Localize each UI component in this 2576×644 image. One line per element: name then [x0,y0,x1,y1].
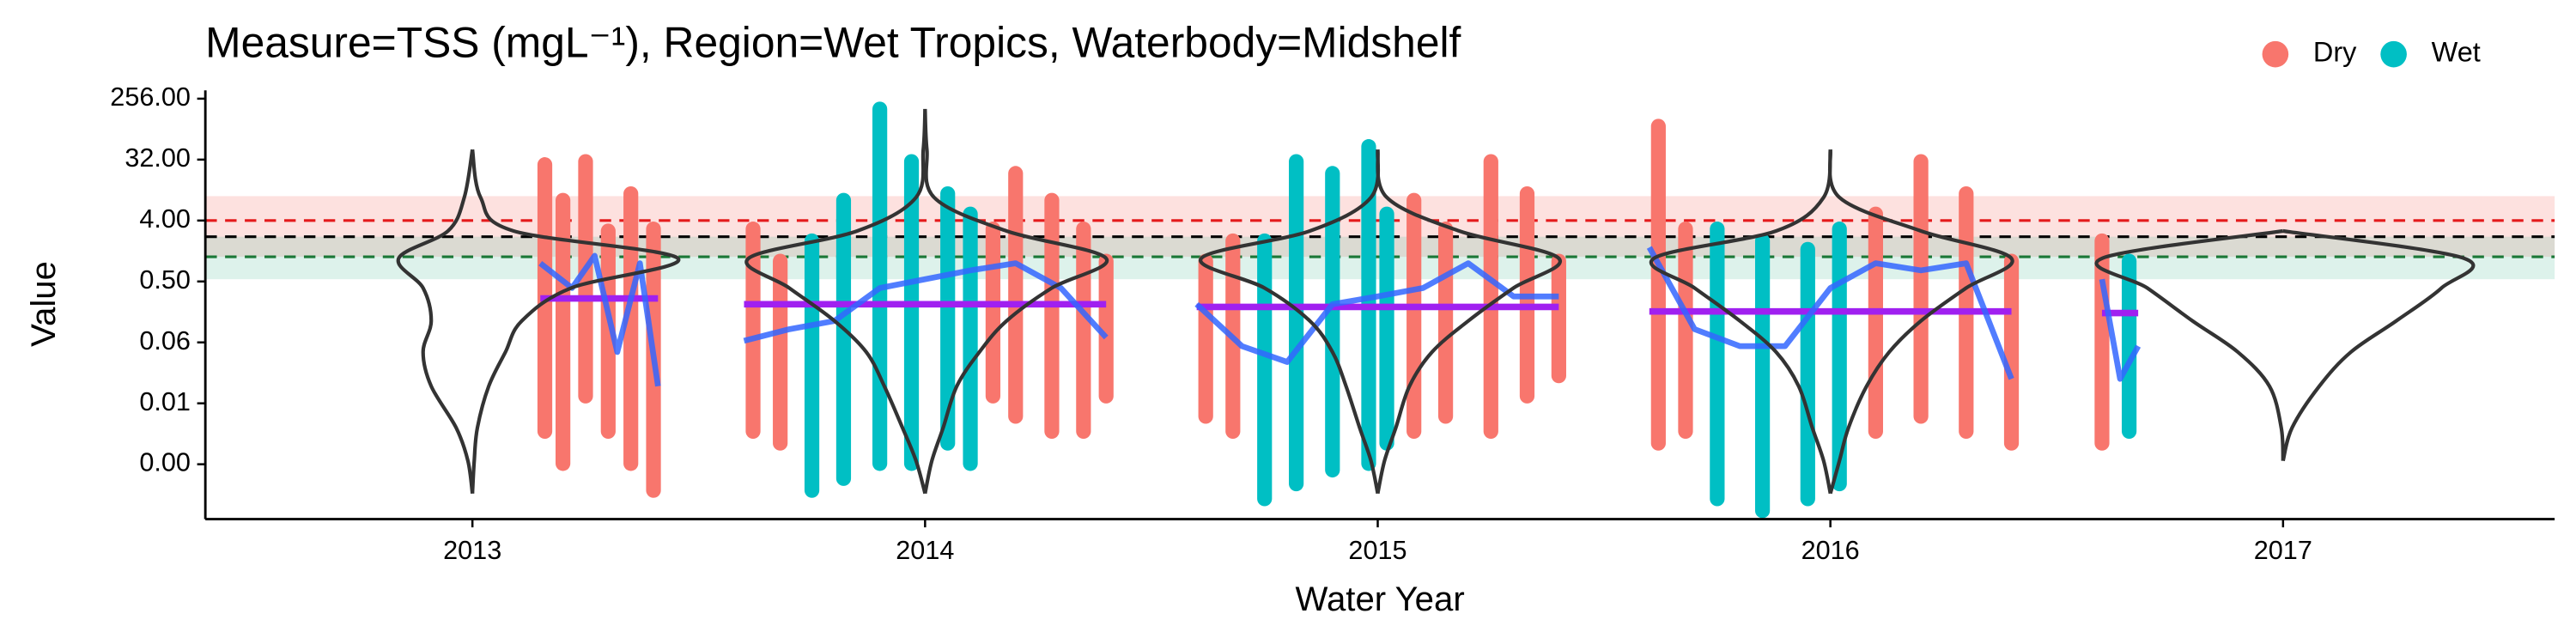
smoother [538,252,661,387]
violin-right [1376,149,1563,495]
x-tick-label: 2013 [443,536,501,565]
smoother [1646,246,2014,380]
violin-left [396,149,475,495]
x-tick-label: 2015 [1348,536,1406,565]
violin-right [923,108,1109,495]
y-tick-label: 0.01 [139,387,191,416]
y-tick-label: 256.00 [110,82,191,112]
violin-left [744,108,927,495]
y-tick-label: 32.00 [125,143,191,173]
violin-right [1827,149,2014,495]
violin-left [1199,149,1381,495]
y-tick-label: 0.06 [139,326,191,355]
chart-title: Measure=TSS (mgL⁻¹), Region=Wet Tropics,… [205,19,1461,67]
legend-swatch [2262,40,2289,68]
legend-label: Dry [2313,37,2357,68]
violin-left [2094,228,2285,461]
smoother [1194,260,1559,365]
y-axis-label: Value [24,261,63,347]
y-tick-label: 0.50 [139,265,191,295]
violin-right [471,149,681,494]
smoother [2099,278,2142,382]
violin-right [2281,228,2476,462]
x-axis-label: Water Year [1296,580,1465,618]
x-tick-label: 2014 [896,536,954,565]
violin-left [1649,149,1832,495]
x-tick-label: 2017 [2254,536,2312,565]
legend-label: Wet [2432,37,2481,68]
x-tick-label: 2016 [1801,536,1860,565]
smoother [743,260,1109,344]
legend-swatch [2380,40,2407,68]
y-tick-label: 0.00 [139,448,191,477]
y-tick-label: 4.00 [139,204,191,234]
